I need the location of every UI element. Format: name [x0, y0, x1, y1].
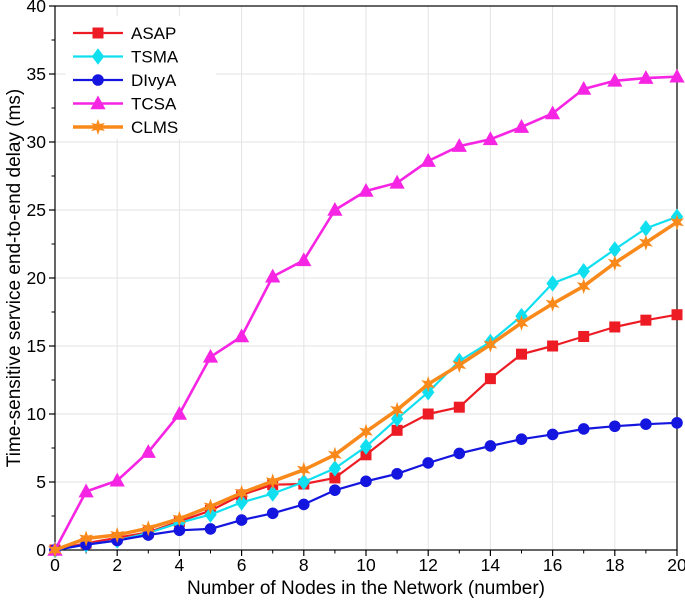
x-tick-label: 0 — [50, 555, 60, 575]
y-tick-label: 10 — [27, 404, 47, 424]
legend-entry-clms: CLMS — [73, 118, 178, 137]
x-tick-label: 2 — [112, 555, 122, 575]
y-tick-label: 5 — [36, 472, 46, 492]
x-axis-label: Number of Nodes in the Network (number) — [187, 578, 545, 599]
legend-label-clms: CLMS — [131, 118, 178, 137]
x-tick-label: 6 — [237, 555, 247, 575]
legend: ASAP TSMA DIvyA TCSA CLMS — [66, 16, 216, 139]
grid-lines — [55, 6, 677, 550]
x-tick-label: 16 — [543, 555, 562, 575]
legend-label-tsma: TSMA — [131, 48, 179, 67]
legend-background — [66, 16, 216, 139]
y-tick-label: 15 — [27, 336, 46, 356]
y-tick-label: 20 — [27, 268, 47, 288]
x-tick-label: 8 — [299, 555, 309, 575]
legend-label-tcsa: TCSA — [131, 95, 177, 114]
legend-label-asap: ASAP — [131, 24, 176, 43]
x-tick-label: 18 — [605, 555, 624, 575]
y-axis-label: Time-sensitive service end-to-end delay … — [4, 88, 25, 468]
legend-entry-tcsa: TCSA — [73, 95, 177, 114]
x-tick-label: 14 — [481, 555, 501, 575]
y-tick-label: 0 — [36, 540, 46, 560]
legend-entry-tsma: TSMA — [73, 48, 179, 67]
y-tick-label: 30 — [27, 132, 47, 152]
axis-ticks: 0 2 4 6 8 10 12 14 16 18 20 0 5 10 15 20 25 30 35 40 — [27, 0, 685, 575]
x-tick-label: 20 — [667, 555, 685, 575]
legend-entry-divya: DIvyA — [73, 71, 177, 90]
legend-label-divya: DIvyA — [131, 71, 177, 90]
x-tick-label: 12 — [418, 555, 437, 575]
y-tick-label: 25 — [27, 200, 46, 220]
y-tick-label: 35 — [27, 64, 46, 84]
series-clms — [48, 214, 684, 558]
x-tick-label: 4 — [175, 555, 185, 575]
x-tick-label: 10 — [356, 555, 376, 575]
y-tick-label: 40 — [27, 0, 47, 16]
legend-entry-asap: ASAP — [73, 24, 176, 43]
